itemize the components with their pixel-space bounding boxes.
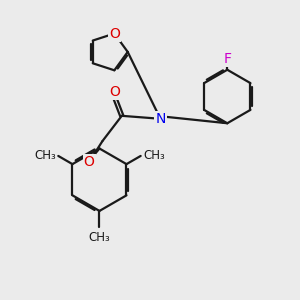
- Text: CH₃: CH₃: [143, 149, 165, 162]
- Text: O: O: [109, 26, 120, 40]
- Text: O: O: [109, 85, 120, 99]
- Text: O: O: [84, 155, 94, 169]
- Text: CH₃: CH₃: [34, 149, 56, 162]
- Text: F: F: [223, 52, 231, 66]
- Text: N: N: [155, 112, 166, 126]
- Text: CH₃: CH₃: [88, 231, 110, 244]
